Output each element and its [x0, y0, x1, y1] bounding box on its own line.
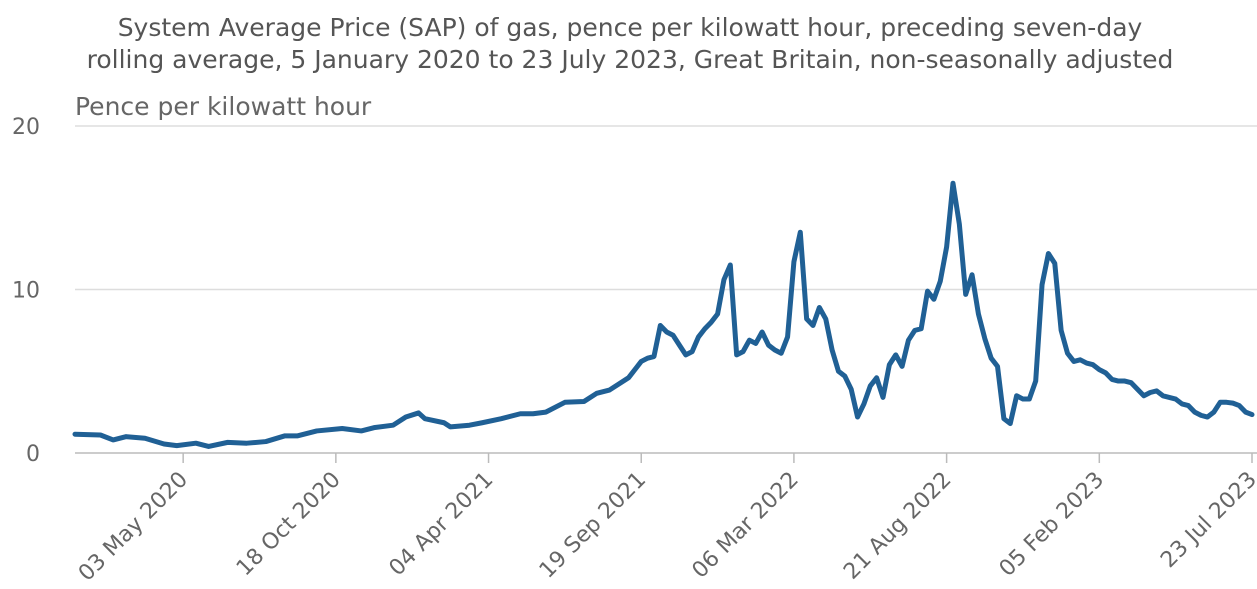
x-tick-label: 18 Oct 2020 — [232, 467, 346, 581]
x-tick-label: 04 Apr 2021 — [385, 467, 499, 581]
y-tick-label: 10 — [12, 279, 40, 304]
y-tick-label: 0 — [26, 442, 40, 467]
x-tick-label: 03 May 2020 — [74, 467, 193, 586]
x-tick-label: 21 Aug 2022 — [839, 467, 956, 584]
x-tick-label: 23 Jul 2023 — [1156, 467, 1257, 573]
y-axis-label: Pence per kilowatt hour — [75, 92, 372, 121]
x-tick-label: 05 Feb 2023 — [995, 467, 1109, 581]
x-tick-label: 19 Sep 2021 — [535, 467, 651, 583]
x-tick-label: 06 Mar 2022 — [688, 467, 804, 583]
line-series — [72, 180, 1255, 449]
chart-title: System Average Price (SAP) of gas, pence… — [86, 13, 1174, 74]
y-tick-label: 20 — [12, 115, 40, 140]
